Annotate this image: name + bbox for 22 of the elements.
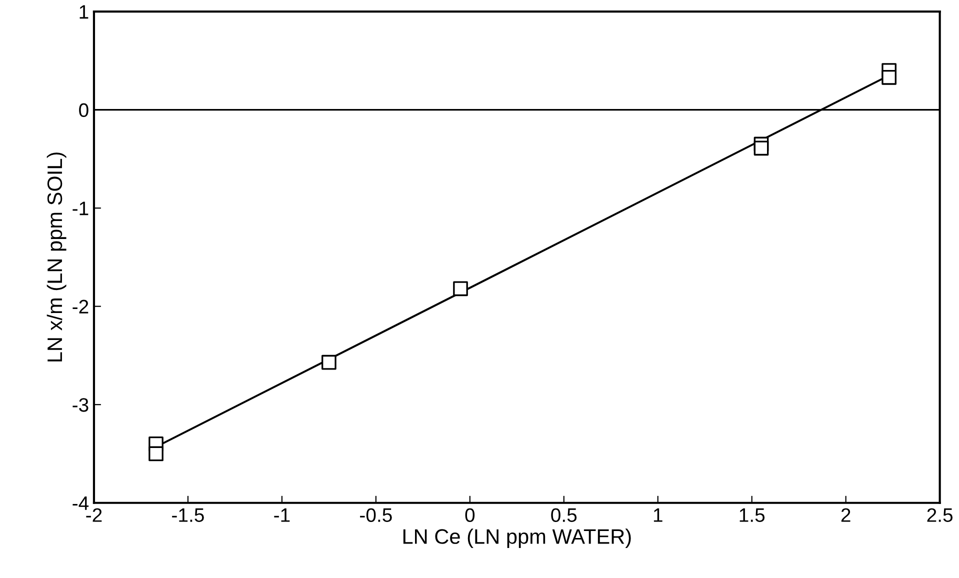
y-tick-label: 0 (79, 103, 88, 118)
y-tick-label: -2 (72, 300, 88, 314)
x-axis-title: LN Ce (LN ppm WATER) (403, 528, 631, 548)
x-tick-label: -1 (274, 508, 290, 522)
y-tick-label: 1 (80, 5, 88, 19)
y-tick-label: -3 (72, 398, 88, 412)
point (148, 446, 164, 462)
x-tick-label: -1.5 (172, 508, 204, 522)
x-tick-label: -0.5 (360, 508, 392, 522)
x-tick-label: 1.5 (740, 508, 765, 522)
x-tick-label: 1 (654, 508, 662, 522)
y-tick-label: -1 (72, 202, 88, 216)
point (754, 140, 769, 156)
y-axis-title: LN x/m (LN ppm SOIL) (46, 152, 66, 362)
point (322, 354, 336, 370)
x-tick-label: 2.5 (927, 508, 953, 522)
x-tick-label: 0.5 (551, 508, 577, 522)
y-tick-label: -4 (72, 496, 89, 510)
point (453, 281, 468, 296)
x-tick-label: 0 (465, 508, 475, 522)
x-tick-label: 2 (841, 508, 850, 522)
point (882, 70, 896, 85)
